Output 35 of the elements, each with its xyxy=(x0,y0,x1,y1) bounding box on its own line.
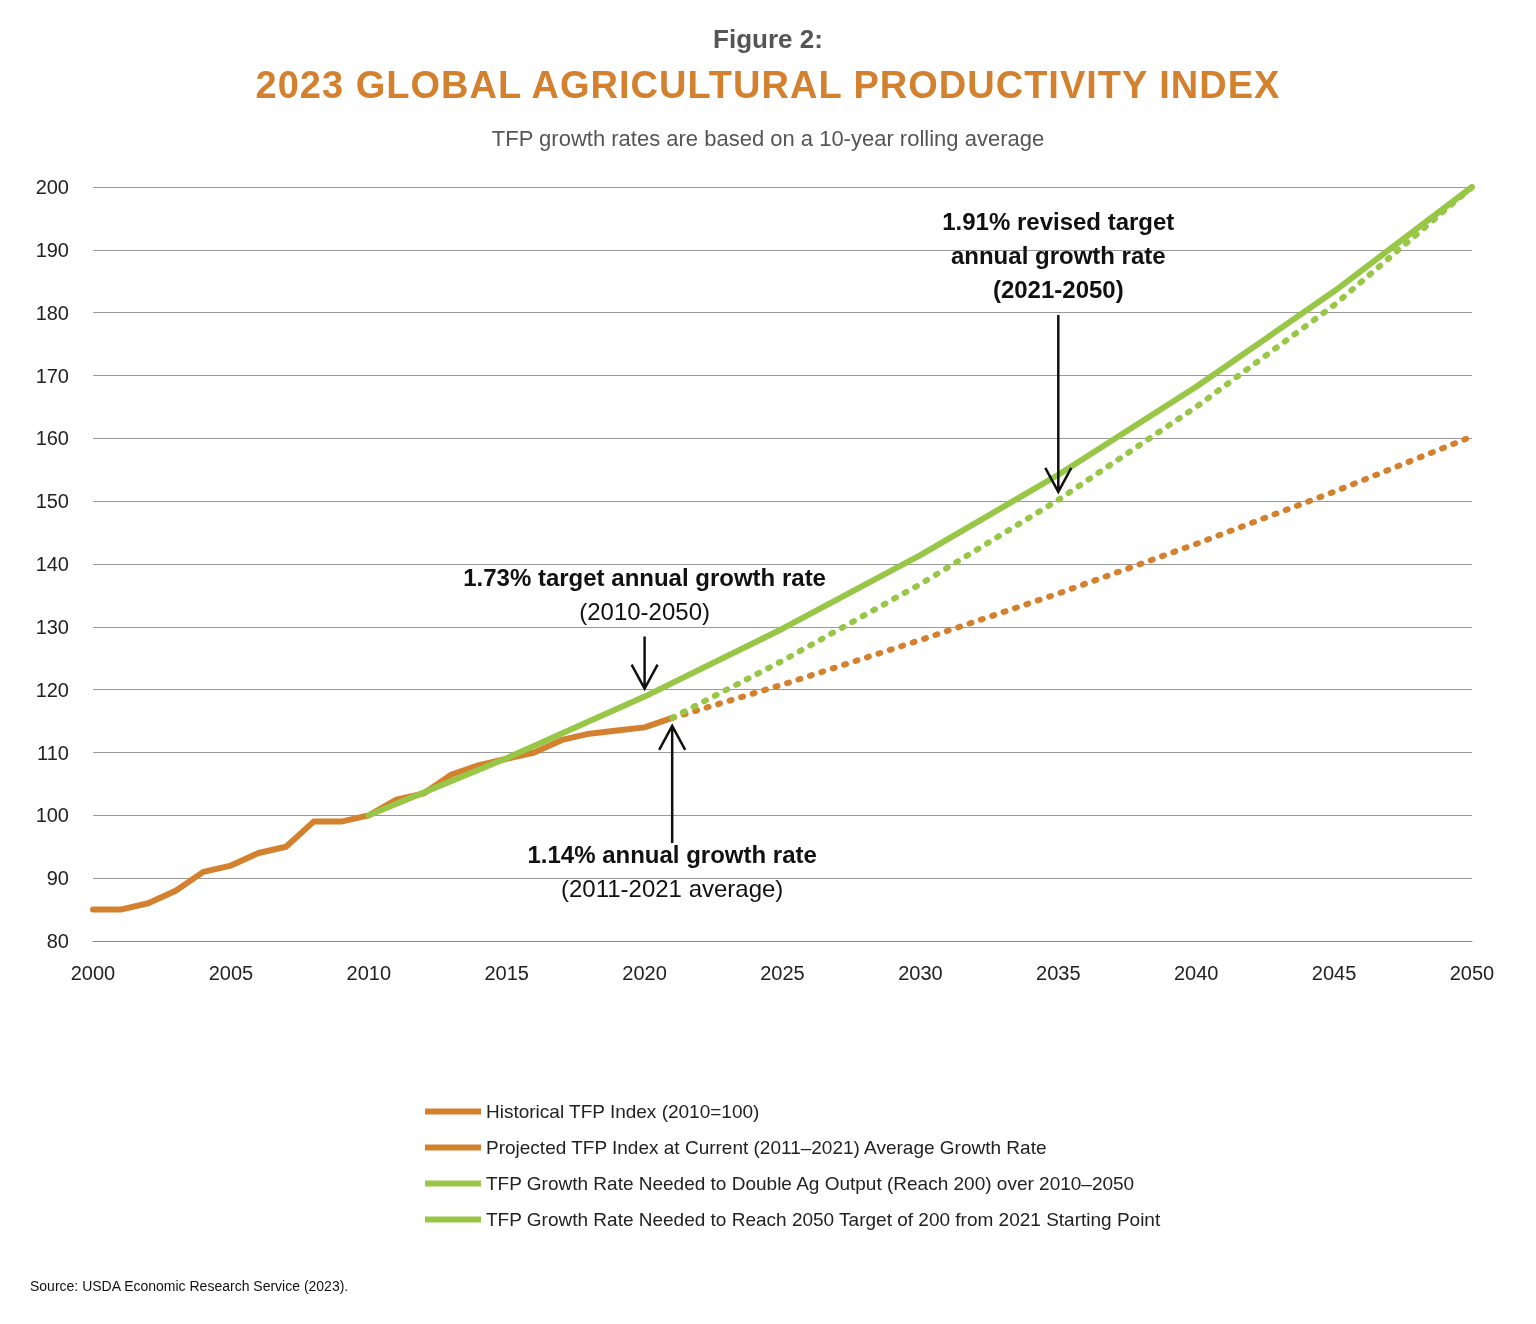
source-note: Source: USDA Economic Research Service (2023). xyxy=(30,1278,349,1294)
y-tick-label: 80 xyxy=(46,930,69,952)
y-tick-label: 150 xyxy=(35,490,69,513)
legend-label: TFP Growth Rate Needed to Double Ag Output (Reach 200) over 2010–2050 xyxy=(486,1173,1135,1194)
y-tick-label: 90 xyxy=(46,867,69,890)
y-tick-label: 100 xyxy=(35,804,69,827)
legend-label: TFP Growth Rate Needed to Reach 2050 Target of 200 from 2021 Starting Point xyxy=(486,1209,1161,1230)
y-tick-label: 160 xyxy=(35,427,69,450)
chart-subtitle: 2023 GLOBAL AGRICULTURAL PRODUCTIVITY INDEX xyxy=(254,64,1282,107)
y-tick-label: 170 xyxy=(35,364,69,387)
annotation: 1.73% target annual growth rate (2010-2050) xyxy=(463,562,826,627)
annotation: 1.91% revised target annual growth rate (2021-2050) xyxy=(942,206,1175,305)
legend-label: Projected TFP Index at Current (2011–2021) Average Growth Rate xyxy=(486,1137,1047,1158)
x-tick-label: 2030 xyxy=(898,962,943,984)
annotation: 1.14% annual growth rate (2011-2021 average) xyxy=(527,839,817,904)
x-tick-label: 2005 xyxy=(208,962,254,984)
x-tick-label: 2050 xyxy=(1449,962,1495,984)
text: TFP growth rates are based on a 10-year rolling average xyxy=(490,126,1046,152)
x-tick-label: 2035 xyxy=(1036,962,1081,984)
legend-label: Historical TFP Index (2010=100) xyxy=(486,1101,760,1122)
y-tick-label: 140 xyxy=(35,553,69,575)
x-tick-label: 2045 xyxy=(1311,962,1357,984)
x-tick-label: 2000 xyxy=(70,962,116,984)
x-tick-label: 2025 xyxy=(760,962,805,984)
x-tick-label: 2015 xyxy=(484,962,529,984)
x-tick-label: 2020 xyxy=(622,962,667,984)
y-tick-label: 130 xyxy=(35,615,69,638)
y-tick-label: 190 xyxy=(35,238,69,261)
y-tick-label: 180 xyxy=(35,301,69,324)
y-tick-label: 120 xyxy=(35,678,69,701)
y-tick-label: 110 xyxy=(37,741,69,764)
x-tick-label: 2040 xyxy=(1173,962,1219,984)
y-tick-label: 200 xyxy=(35,176,69,198)
x-tick-label: 2010 xyxy=(346,962,392,984)
chart-title: Figure 2: xyxy=(712,24,824,55)
